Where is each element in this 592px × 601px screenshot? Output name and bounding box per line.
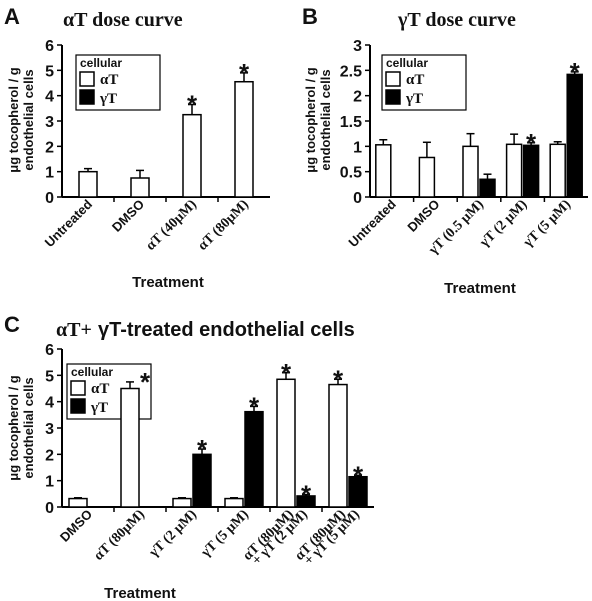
panel-a-bar-alpha	[234, 80, 254, 198]
panel-a-letter: A	[4, 4, 20, 29]
panel-c-significance-star: *	[301, 480, 312, 510]
panel-c-category-label: DMSO	[57, 507, 95, 545]
panel-b-category-label: γT (5 μM)	[520, 197, 574, 251]
panel-b-y-tick-label: 2.5	[340, 63, 362, 80]
panel-a-xlabel: Treatment	[132, 274, 204, 291]
panel-b-legend-alpha: αT	[406, 72, 424, 88]
panel-c-bar-alpha	[328, 383, 348, 508]
panel-c-y-tick-label: 5	[45, 368, 54, 385]
panel-a-legend-swatch-alpha	[79, 71, 95, 87]
panel-a-bar-alpha	[78, 170, 98, 198]
panel-c-significance-star: *	[333, 364, 344, 394]
panel-a-y-tick-label: 6	[45, 38, 54, 55]
panel-b-bar-gamma	[566, 73, 583, 198]
panel-a-significance-star: *	[187, 90, 198, 120]
panel-b-legend-title: cellular	[386, 56, 428, 70]
panel-a-bar-alpha	[130, 177, 150, 198]
panel-a-category-label: αT (40μM)	[143, 197, 200, 254]
panel-a-significance-star: *	[239, 58, 250, 88]
panel-c-title-part1: αT+	[56, 319, 92, 341]
panel-c-y-tick-label: 2	[45, 447, 54, 464]
panel-c-legend-swatch-alpha	[70, 380, 86, 396]
panel-b-significance-star: *	[526, 128, 537, 158]
panel-c-bar-alpha	[276, 378, 296, 508]
panel-a-y-tick-label: 5	[45, 63, 54, 80]
panel-a-y-tick-label: 0	[45, 190, 54, 207]
panel-c-significance-star: *	[281, 358, 292, 388]
panel-a-legend-alpha: αT	[100, 72, 118, 88]
panel-c-y-tick-label: 1	[45, 474, 54, 491]
panel-b-ylabel-line2: endothelial cells	[318, 69, 333, 170]
panel-c-bar-alpha	[172, 497, 192, 508]
panel-a-bar-alpha	[182, 113, 202, 198]
panel-b-legend: cellular αT γT	[381, 54, 467, 111]
panel-b-y-tick-label: 2	[353, 89, 362, 106]
panel-b-ylabel-line1: μg tocopherol / g	[303, 67, 318, 173]
panel-c-ylabel-line1: μg tocopherol / g	[6, 375, 21, 481]
panel-c-legend-title: cellular	[71, 365, 113, 379]
panel-c-letter: C	[4, 312, 20, 337]
panel-b-bar-alpha	[462, 145, 479, 198]
panel-a-y-tick-label: 3	[45, 114, 54, 131]
panel-c-significance-star: *	[140, 367, 151, 397]
panel-b-xlabel: Treatment	[444, 280, 516, 297]
panel-b-bar-alpha	[549, 143, 566, 198]
panel-c-bar-alpha	[120, 387, 140, 508]
panel-c-category-label: γT (2 μM)	[146, 507, 200, 561]
panel-b-y-tick-label: 1.5	[340, 114, 362, 131]
panel-c-xlabel: Treatment	[104, 585, 176, 601]
panel-c-category-label: αT (80μM)	[91, 507, 148, 564]
panel-b-title: γT dose curve	[397, 9, 516, 31]
panel-b-bar-gamma	[479, 178, 496, 198]
panel-c-significance-star: *	[353, 461, 364, 491]
panel-b-letter: B	[302, 4, 318, 29]
panel-a-legend-gamma: γT	[99, 91, 117, 107]
panel-b-y-tick-label: 1	[353, 139, 362, 156]
panel-b-legend-swatch-alpha	[385, 71, 401, 87]
panel-a-legend-swatch-gamma	[79, 89, 95, 105]
panel-a-ylabel-line2: endothelial cells	[21, 69, 36, 170]
panel-b-bar-alpha	[418, 156, 436, 198]
panel-c-significance-star: *	[249, 392, 260, 422]
panel-b-y-tick-label: 3	[353, 38, 362, 55]
panel-a-title: αT dose curve	[63, 9, 183, 31]
panel-c-y-tick-label: 6	[45, 342, 54, 359]
panel-b-y-tick-label: 0	[353, 190, 362, 207]
panel-a-legend: cellular αT γT	[75, 54, 161, 111]
panel-a-legend-title: cellular	[80, 56, 122, 70]
panel-c-ylabel-line2: endothelial cells	[21, 377, 36, 478]
panel-c-bar-alpha	[224, 497, 244, 508]
panel-c-y-tick-label: 4	[45, 395, 54, 412]
panel-b-bar-alpha	[375, 144, 392, 198]
panel-b-bar-alpha	[505, 143, 523, 198]
panel-b-y-tick-label: 0.5	[340, 165, 362, 182]
panel-b-legend-gamma: γT	[405, 91, 423, 107]
panel-a-y-tick-label: 4	[45, 89, 54, 106]
panel-c-bar-gamma	[244, 410, 264, 508]
panel-b-category-label: γT (2 μM)	[477, 197, 531, 251]
panel-c-y-tick-label: 3	[45, 421, 54, 438]
panel-b-category-label: DMSO	[404, 197, 442, 235]
panel-c-y-tick-label: 0	[45, 500, 54, 517]
panel-c-bar-alpha	[68, 497, 88, 508]
panel-a-y-tick-label: 1	[45, 165, 54, 182]
panel-a-ylabel-line1: μg tocopherol / g	[6, 67, 21, 173]
panel-c-legend-gamma: γT	[90, 400, 108, 416]
panel-c-legend-swatch-gamma	[70, 398, 86, 414]
panel-b-legend-swatch-gamma	[385, 89, 401, 105]
panel-c-significance-star: *	[197, 434, 208, 464]
panel-a-category-label: αT (80μM)	[195, 197, 252, 254]
panel-b-significance-star: *	[570, 57, 581, 87]
panel-a-category-label: DMSO	[109, 197, 147, 235]
panel-c-title-part2: γT-treated endothelial cells	[98, 319, 355, 341]
panel-c-legend-alpha: αT	[91, 381, 109, 397]
panel-a-y-tick-label: 2	[45, 139, 54, 156]
